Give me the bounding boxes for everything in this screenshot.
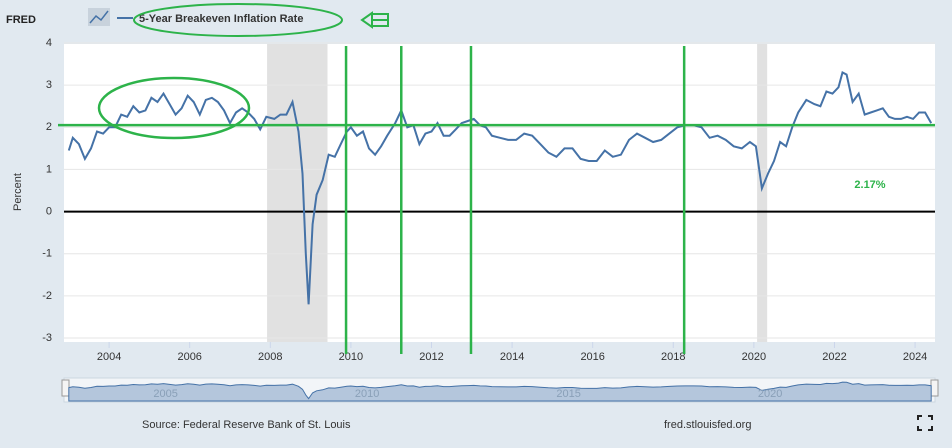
navigator-tick-label: 2020 — [758, 388, 782, 400]
y-tick-label: -3 — [42, 332, 52, 344]
navigator-handle[interactable] — [930, 379, 939, 397]
annotation-label: 2.17% — [854, 179, 885, 191]
y-axis-label: Percent — [12, 173, 24, 211]
x-tick-label: 2004 — [97, 351, 121, 363]
x-tick-label: 2024 — [903, 351, 927, 363]
x-tick-label: 2020 — [742, 351, 766, 363]
annotation-ellipse — [133, 3, 343, 37]
series-line — [67, 71, 933, 305]
y-tick-label: 0 — [46, 205, 52, 217]
y-tick-label: 3 — [46, 79, 52, 91]
x-tick-label: 2022 — [822, 351, 846, 363]
site: fred.stlouisfed.org — [664, 419, 751, 431]
navigator-handle[interactable] — [61, 379, 70, 397]
x-tick-label: 2010 — [339, 351, 363, 363]
y-tick-label: 2 — [46, 121, 52, 133]
y-tick-label: 1 — [46, 163, 52, 175]
navigator-tick-label: 2010 — [355, 388, 379, 400]
x-tick-label: 2016 — [580, 351, 604, 363]
source: Source: Federal Reserve Bank of St. Loui… — [142, 419, 351, 431]
x-tick-label: 2006 — [177, 351, 201, 363]
x-tick-label: 2008 — [258, 351, 282, 363]
x-tick-label: 2014 — [500, 351, 524, 363]
y-tick-label: -2 — [42, 290, 52, 302]
plot-area — [64, 44, 935, 342]
recession-band — [267, 44, 328, 342]
navigator-tick-label: 2015 — [556, 388, 580, 400]
y-tick-label: -1 — [42, 248, 52, 260]
logo-icon — [88, 8, 110, 26]
annotation-arrow — [360, 11, 389, 29]
navigator-area — [68, 381, 932, 402]
x-tick-label: 2018 — [661, 351, 685, 363]
y-tick-label: 4 — [46, 37, 52, 49]
annotation-ellipse — [97, 76, 251, 140]
navigator-tick-label: 2005 — [153, 388, 177, 400]
legend-label: 5-Year Breakeven Inflation Rate — [139, 13, 303, 25]
x-tick-label: 2012 — [419, 351, 443, 363]
recession-band — [757, 44, 768, 342]
fred-logo: FRED — [6, 14, 36, 26]
fullscreen-button[interactable] — [917, 415, 933, 431]
